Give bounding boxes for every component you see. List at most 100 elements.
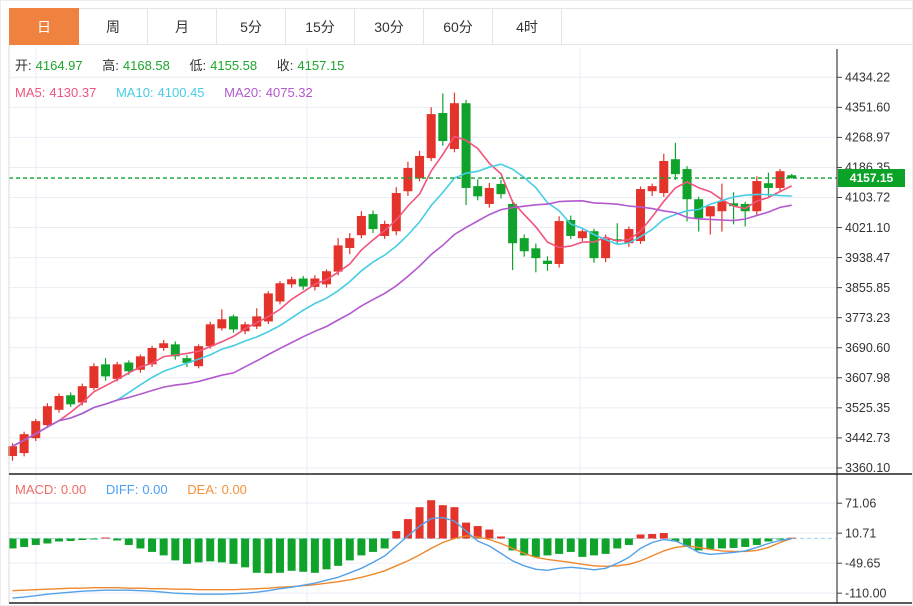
candle-body [252, 316, 262, 327]
dea-label: DEA: [187, 482, 218, 497]
candle-body [217, 319, 227, 329]
candle-body [182, 358, 192, 363]
macd-hist-bar [55, 538, 64, 542]
candle-body [135, 356, 145, 370]
macd-hist-bar [787, 537, 796, 539]
macd-hist-bar [43, 538, 52, 544]
candle-body [624, 229, 634, 244]
candle-body [298, 278, 308, 287]
ohlc-row: 开: 4164.97 高: 4168.58 低: 4155.58 收: 4157.15 [15, 55, 348, 74]
macd-hist-bar [310, 538, 319, 573]
macd-hist-bar [148, 538, 157, 552]
candle-body [42, 406, 52, 426]
price-axis-label: 3690.60 [845, 341, 890, 355]
candle-body [752, 181, 762, 212]
candle-body [403, 167, 413, 192]
candle-body [705, 206, 715, 217]
macd-hist-bar [206, 538, 215, 562]
candle-body [66, 395, 76, 405]
price-axis-label: 4268.97 [845, 131, 890, 145]
low-label: 低: [189, 58, 207, 73]
candle-body [682, 169, 692, 200]
macd-hist-bar [648, 534, 657, 539]
candle-body [391, 193, 401, 232]
macd-hist-bar [89, 538, 98, 540]
macd-hist-bar [136, 538, 145, 549]
candle-body [415, 155, 425, 179]
macd-hist-bar [113, 538, 122, 541]
candle-body [438, 113, 448, 142]
candle-body [240, 324, 250, 332]
macd-hist-bar [334, 538, 343, 566]
macd-hist-bar [264, 538, 273, 574]
macd-axis-label: 71.06 [845, 496, 876, 510]
tab-60min[interactable]: 60分 [423, 8, 493, 45]
candle-body [473, 186, 483, 197]
dea-line [12, 535, 792, 592]
ma10-label: MA10: [115, 85, 154, 100]
candle-body [554, 221, 564, 264]
macd-hist-bar [31, 538, 40, 545]
candle-body [636, 189, 646, 242]
diff-label: DIFF: [105, 482, 139, 497]
tab-week[interactable]: 周 [78, 8, 148, 45]
tab-day[interactable]: 日 [9, 8, 79, 45]
tab-month[interactable]: 月 [147, 8, 217, 45]
macd-hist-bar [741, 538, 750, 547]
macd-hist-bar [659, 533, 668, 539]
ma5-line [12, 135, 793, 447]
candle-body [77, 386, 87, 403]
macd-hist-bar [194, 538, 203, 563]
macd-hist-bar [159, 538, 168, 556]
price-axis-label: 4103.72 [845, 191, 890, 205]
macd-axis-label: -110.00 [845, 586, 887, 600]
price-axis-label: 4021.10 [845, 221, 890, 235]
macd-axis-label: -49.65 [845, 556, 880, 570]
macd-hist-bar [392, 531, 401, 539]
candle-body [31, 421, 41, 439]
macd-hist-bar [717, 538, 726, 549]
candle-body [345, 238, 355, 248]
macd-hist-bar [590, 538, 598, 556]
price-axis-label: 4351.60 [845, 101, 890, 115]
macd-hist-bar [78, 538, 87, 540]
candle-body [519, 238, 529, 252]
candle-body [729, 203, 739, 207]
timeframe-tabbar: 日周月 5分 15分 30分 60分 4时 [9, 8, 912, 45]
candle-body [775, 171, 785, 188]
macd-hist-bar [299, 538, 308, 572]
diff-line [12, 516, 792, 599]
candle-body [670, 159, 680, 175]
tab-4hour[interactable]: 4时 [492, 8, 562, 45]
macd-hist-bar [322, 538, 331, 570]
candle-body [310, 278, 320, 287]
ma5-label: MA5: [15, 85, 46, 100]
macd-hist-bar [182, 538, 191, 564]
macd-hist-bar [776, 538, 785, 540]
tab-30min[interactable]: 30分 [354, 8, 424, 45]
candle-body [577, 231, 587, 239]
macd-hist-bar [217, 538, 226, 563]
ma20-label: MA20: [224, 85, 262, 100]
macd-hist-bar [496, 536, 505, 539]
ma10-line [12, 163, 792, 447]
open-value: 4164.97 [35, 58, 83, 73]
macd-hist-bar [357, 538, 366, 556]
low-value: 4155.58 [210, 58, 258, 73]
macd-hist-bar [683, 538, 692, 547]
tab-5min[interactable]: 5分 [216, 8, 286, 45]
candle-body [333, 245, 343, 272]
macd-hist-bar [101, 537, 110, 539]
candle-body [322, 271, 332, 285]
tab-15min[interactable]: 15分 [285, 8, 355, 45]
ma20-value: 4075.32 [265, 85, 313, 100]
macd-hist-bar [508, 538, 517, 551]
macd-hist-bar [694, 538, 703, 551]
macd-hist-bar [415, 507, 424, 539]
candle-body [228, 316, 238, 330]
price-axis-label: 3607.98 [845, 371, 890, 385]
macd-hist-bar [241, 538, 250, 568]
macd-hist-bar [229, 538, 238, 564]
macd-hist-bar [601, 538, 610, 554]
